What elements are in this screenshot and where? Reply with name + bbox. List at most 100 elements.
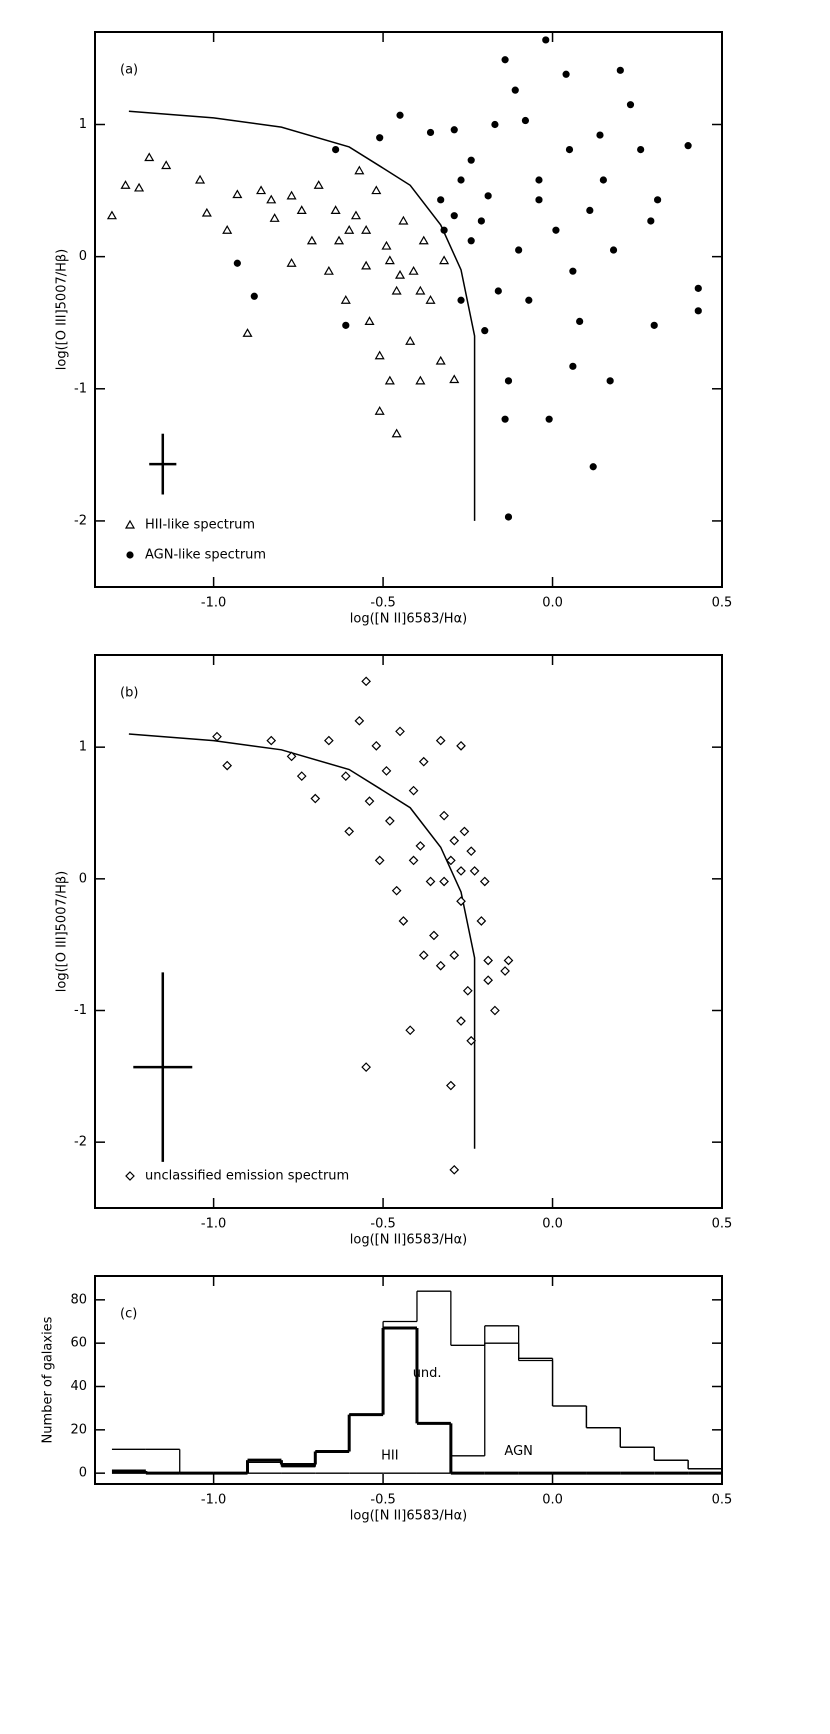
legend-marker [124,519,136,529]
x-axis-label: log([N II]6583/Hα) [350,1509,467,1524]
point [222,225,233,234]
point [296,771,307,781]
point [446,855,456,866]
point [361,676,371,687]
point [449,1164,460,1175]
point [439,255,450,265]
point [606,377,614,385]
point [395,726,405,737]
point [450,126,458,134]
point [562,70,570,78]
point [396,111,404,119]
point [501,56,509,64]
y-tick-label: 20 [70,1422,87,1437]
point [286,258,297,267]
point [310,793,321,804]
point [569,267,577,275]
point [456,741,466,751]
point [456,866,466,876]
point [242,328,253,337]
legend-marker [125,1171,135,1181]
point [449,950,460,961]
point [449,374,460,384]
point [332,146,340,154]
point [503,955,514,966]
point [521,116,530,125]
point [296,205,307,214]
point [415,841,426,851]
panel-label: (b) [120,686,138,701]
point [376,134,384,142]
point [684,142,692,150]
point [323,265,334,275]
point [435,355,446,365]
point [616,66,624,74]
point [385,816,395,826]
point [476,916,487,926]
point [361,260,372,270]
point [144,152,155,162]
point [350,210,362,220]
point [439,876,449,887]
y-tick-label: -1 [74,1003,87,1018]
point [384,255,395,265]
x-tick-label: -1.0 [201,1493,226,1508]
x-tick-label: 0.0 [542,1493,563,1508]
point [161,160,172,170]
point [364,796,375,806]
point [500,966,510,976]
y-tick-label: 60 [70,1336,87,1351]
y-tick-label: 40 [70,1379,87,1394]
point [425,876,436,887]
plot-frame [94,31,723,588]
boundary-curve [128,733,476,1149]
point [479,876,490,887]
y-tick-label: -2 [74,513,87,528]
point [483,955,493,966]
point [576,317,584,325]
point [394,269,406,279]
point [467,156,475,164]
point [364,316,375,325]
point [609,246,618,254]
x-tick-label: 0.0 [542,1217,563,1232]
point [266,194,277,204]
x-tick-label: 0.5 [712,596,733,611]
point [256,185,267,195]
y-axis-label: log([O III]5007/Hβ) [55,871,70,993]
point [405,336,416,345]
y-tick-label: 0 [79,871,87,886]
x-tick-label: -1.0 [201,596,226,611]
point [408,785,419,796]
point [535,176,543,184]
legend-label: HII-like spectrum [145,518,255,533]
point [374,855,385,866]
point [340,295,351,304]
point [589,463,597,471]
point [313,180,324,189]
annotation: und. [413,1366,442,1381]
point [195,174,206,184]
point [342,321,350,329]
point [484,192,492,200]
x-tick-label: -1.0 [201,1217,226,1232]
point [469,866,480,876]
point [467,237,475,245]
point [269,213,280,222]
x-tick-label: -0.5 [370,1493,395,1508]
point [232,189,243,199]
point [435,960,446,971]
point [462,985,473,996]
point [212,731,222,742]
point [586,206,594,214]
point [650,321,658,329]
point [250,292,258,300]
point [330,205,341,214]
point [361,225,372,234]
point [647,217,655,225]
point [405,1025,416,1036]
y-tick-label: -2 [74,1135,87,1150]
point [490,1005,500,1016]
point [333,235,345,245]
